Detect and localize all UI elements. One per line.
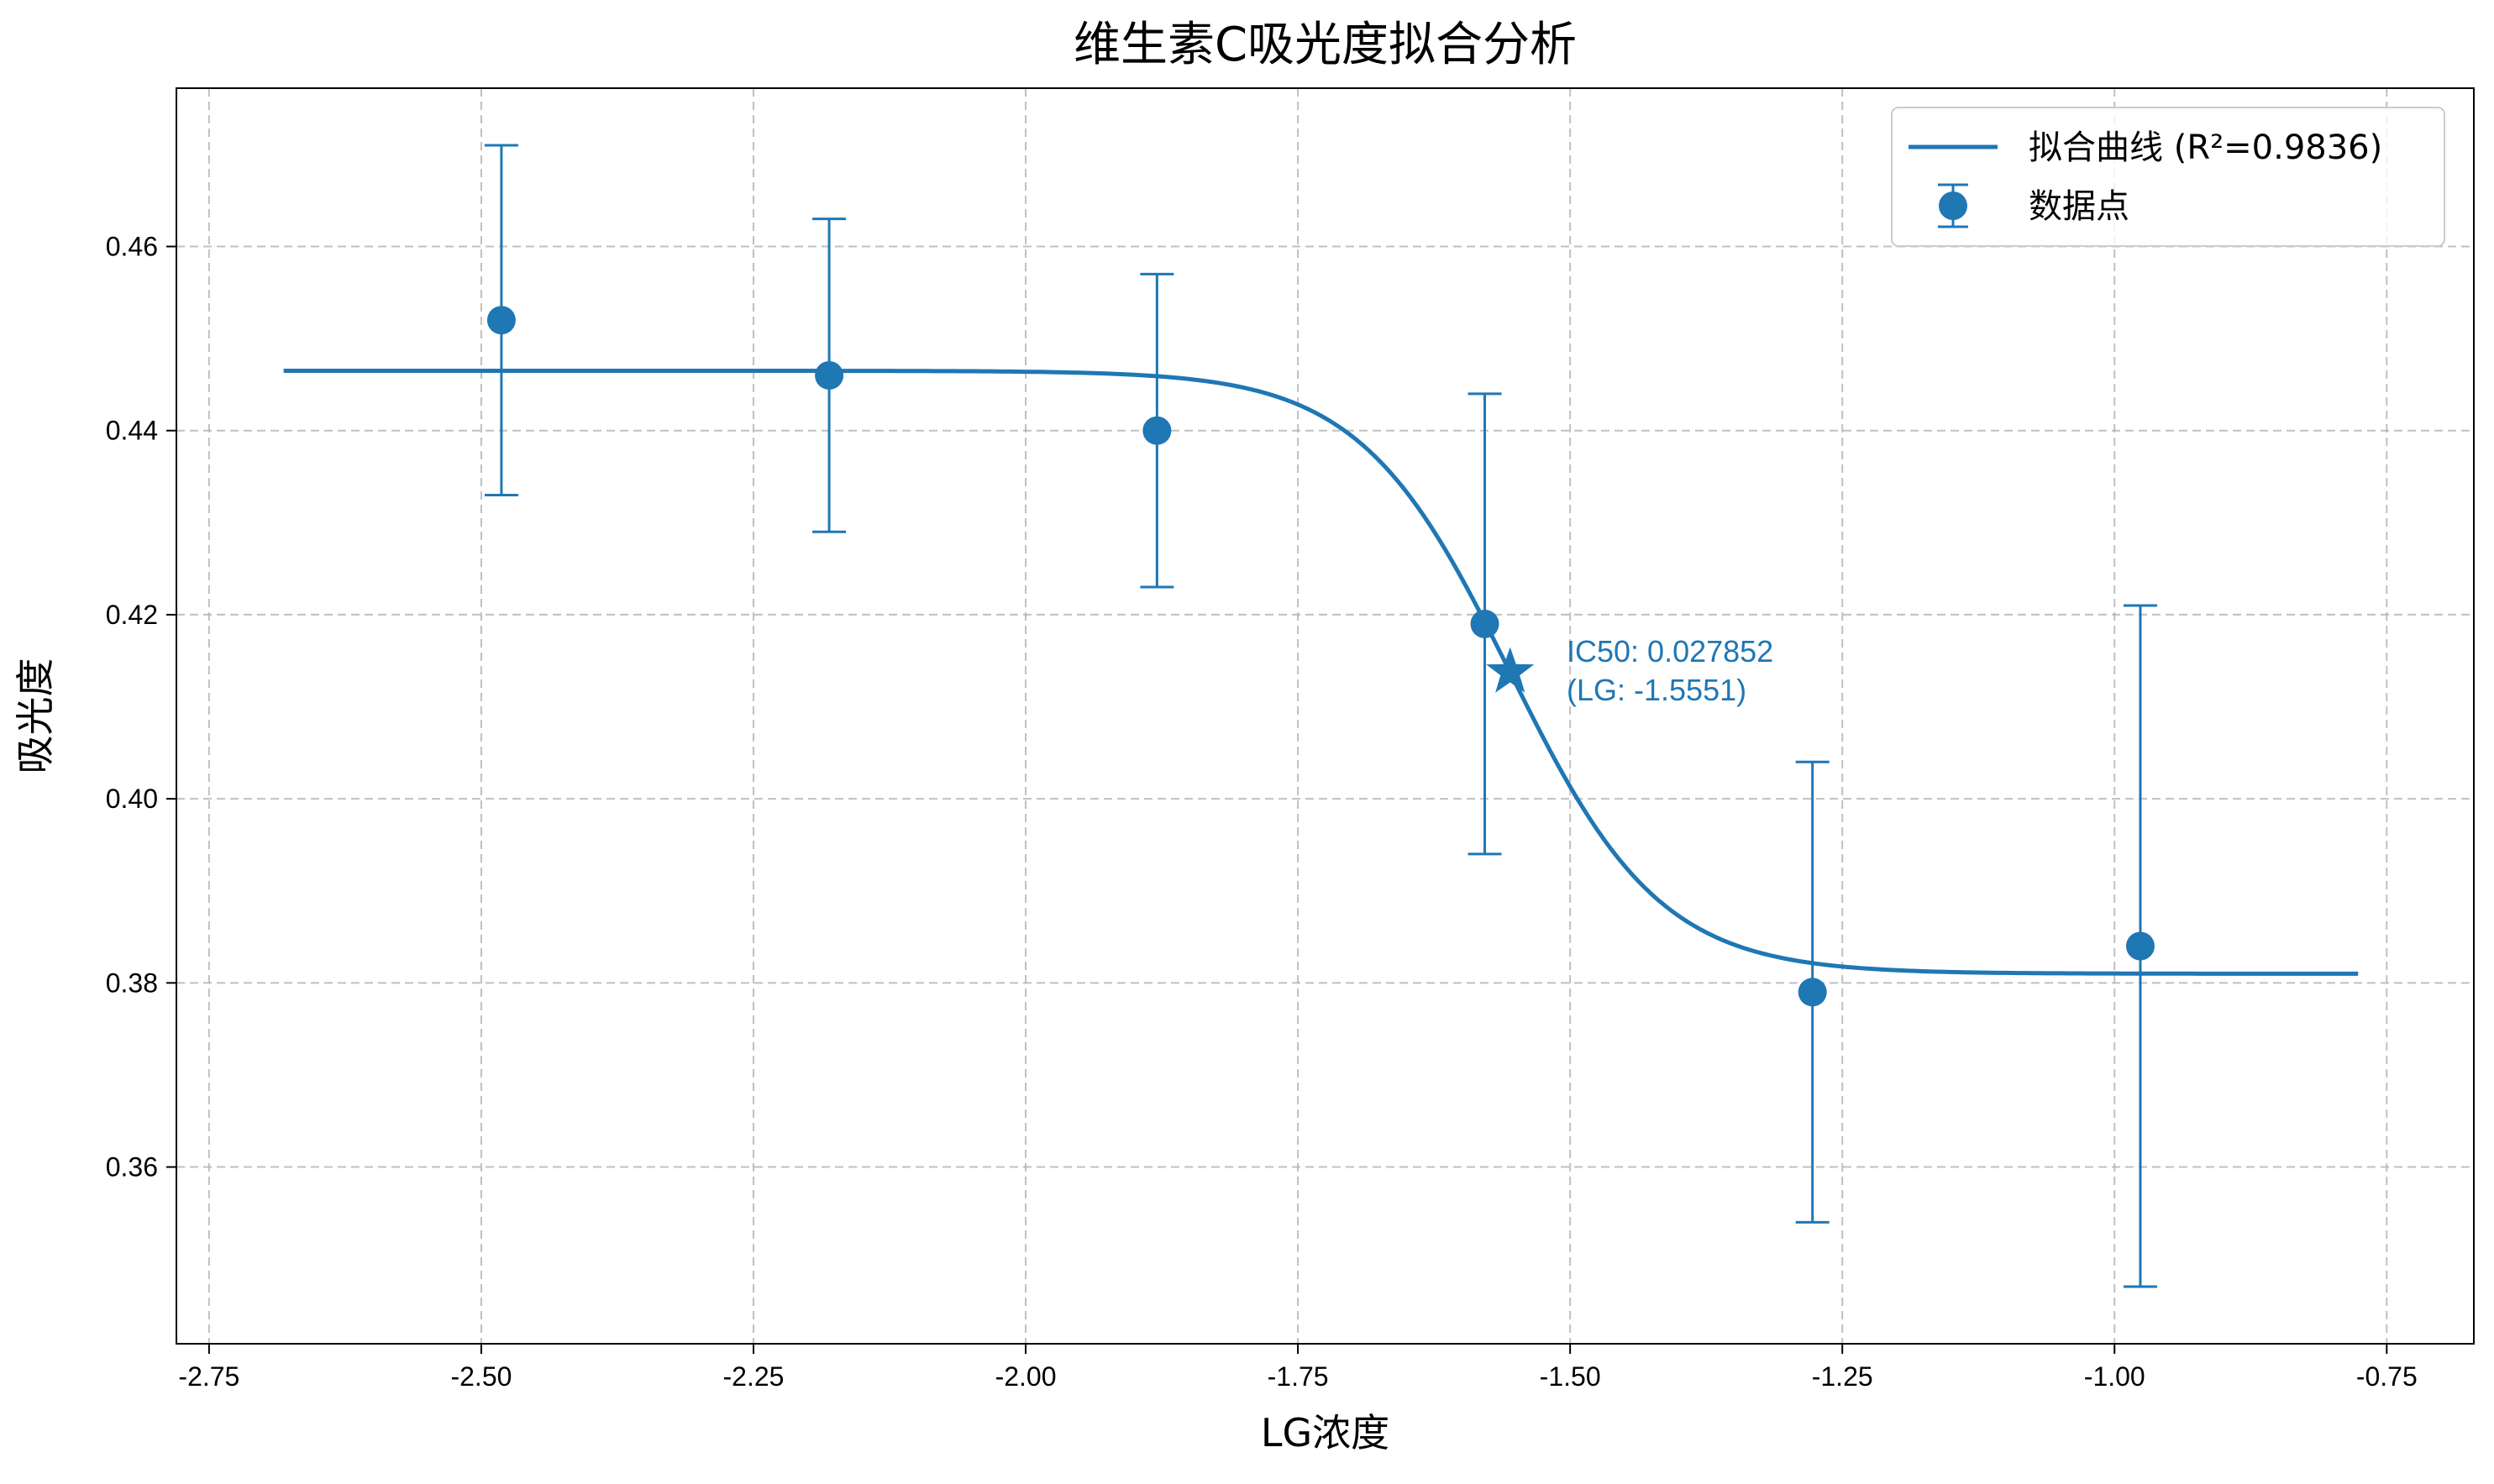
x-tick-label: -2.50 bbox=[450, 1361, 512, 1392]
x-tick-label: -0.75 bbox=[2356, 1361, 2418, 1392]
y-tick-label: 0.36 bbox=[106, 1152, 158, 1182]
chart-title: 维生素C吸光度拟合分析 bbox=[1074, 18, 1577, 72]
legend-data-points-label: 数据点 bbox=[2029, 187, 2129, 226]
y-tick-label: 0.44 bbox=[106, 416, 158, 446]
x-axis-title: LG浓度 bbox=[1261, 1410, 1389, 1455]
legend-fit-curve-label: 拟合曲线 (R²=0.9836) bbox=[2029, 128, 2382, 167]
x-tick-label: -2.00 bbox=[995, 1361, 1057, 1392]
ic50-annotation-line2: (LG: -1.5551) bbox=[1567, 673, 1746, 707]
ic50-star-marker bbox=[1486, 647, 1535, 693]
plot-frame bbox=[176, 87, 2475, 1345]
x-tick-label: -2.75 bbox=[178, 1361, 239, 1392]
legend-box bbox=[1891, 107, 2445, 247]
data-point bbox=[486, 306, 516, 335]
data-point bbox=[1142, 416, 1172, 445]
y-axis-title: 吸光度 bbox=[13, 658, 58, 774]
data-point bbox=[1798, 978, 1827, 1007]
legend: 拟合曲线 (R²=0.9836) 数据点 bbox=[1891, 107, 2445, 247]
x-axis-ticks: -2.75 -2.50 -2.25 -2.00 -1.75 -1.50 -1.25 -1.00… bbox=[178, 1344, 2418, 1392]
x-tick-label: -1.00 bbox=[2084, 1361, 2145, 1392]
y-axis-ticks: 0.36 0.38 0.40 0.42 0.44 0.46 bbox=[106, 232, 176, 1182]
x-tick-label: -2.25 bbox=[723, 1361, 785, 1392]
fit-curve bbox=[283, 368, 2359, 976]
legend-data-point-swatch bbox=[1939, 191, 1967, 220]
x-tick-label: -1.25 bbox=[1812, 1361, 1873, 1392]
data-point bbox=[1470, 609, 1499, 638]
data-points bbox=[486, 306, 2155, 1007]
x-tick-label: -1.50 bbox=[1540, 1361, 1601, 1392]
y-tick-label: 0.46 bbox=[106, 232, 158, 262]
y-tick-label: 0.42 bbox=[106, 600, 158, 630]
y-tick-label: 0.38 bbox=[106, 967, 158, 998]
data-point bbox=[2125, 931, 2155, 961]
data-point bbox=[815, 360, 844, 390]
ic50-annotation-line1: IC50: 0.027852 bbox=[1567, 634, 1773, 669]
grid bbox=[176, 88, 2474, 1344]
y-tick-label: 0.40 bbox=[106, 784, 158, 814]
x-tick-label: -1.75 bbox=[1268, 1361, 1329, 1392]
